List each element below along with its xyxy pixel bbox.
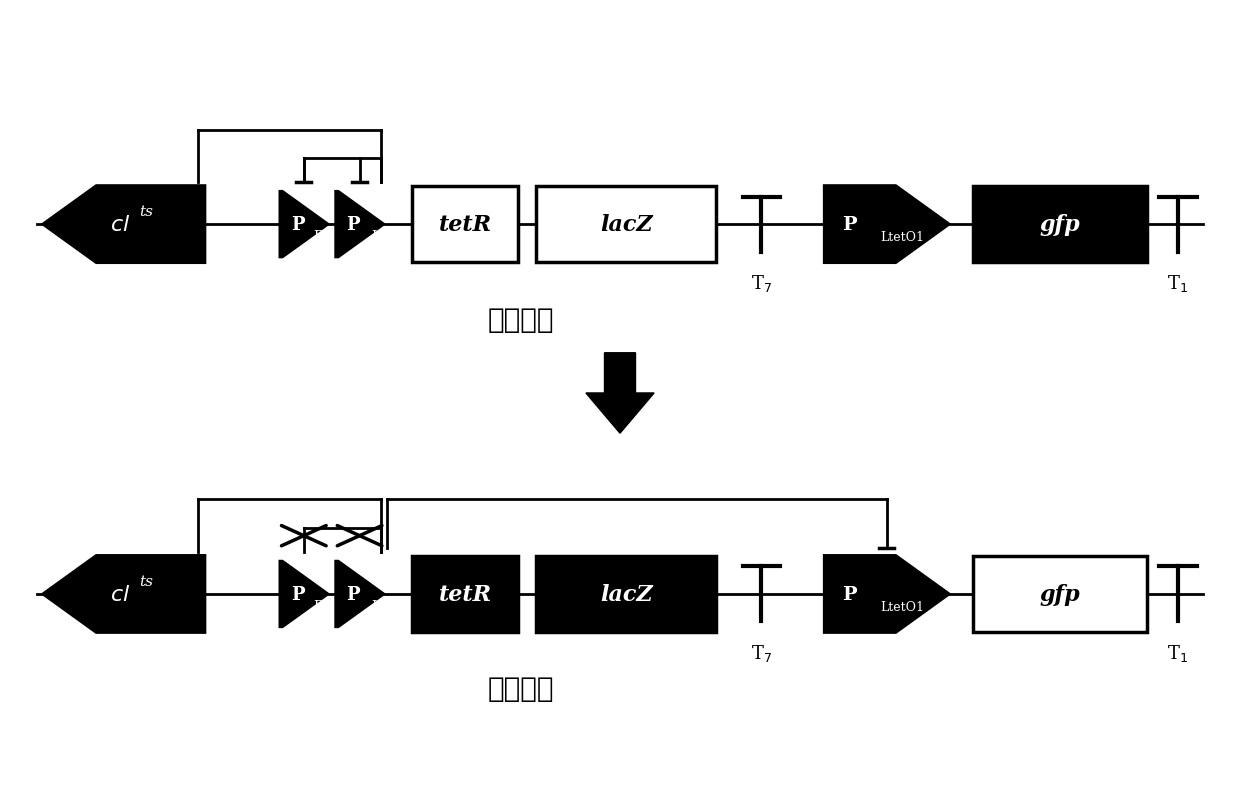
Polygon shape <box>825 186 949 263</box>
Polygon shape <box>280 562 327 626</box>
Text: tetR: tetR <box>439 214 491 236</box>
Polygon shape <box>43 556 205 633</box>
Text: 低温条件: 低温条件 <box>487 305 554 333</box>
Polygon shape <box>585 353 655 434</box>
Text: gfp: gfp <box>1040 214 1080 236</box>
Bar <box>412 186 518 263</box>
Text: $cl$: $cl$ <box>110 583 130 605</box>
Text: T$_1$: T$_1$ <box>1168 642 1188 662</box>
Polygon shape <box>336 193 383 257</box>
Text: R: R <box>314 230 324 244</box>
Bar <box>412 556 518 633</box>
Text: 高温条件: 高温条件 <box>487 675 554 703</box>
Text: lacZ: lacZ <box>600 214 652 236</box>
Text: ts: ts <box>139 574 153 589</box>
Text: P: P <box>291 216 304 234</box>
Bar <box>536 556 715 633</box>
Bar <box>973 556 1147 633</box>
Text: LtetO1: LtetO1 <box>880 600 924 613</box>
Text: $cl$: $cl$ <box>110 214 130 236</box>
Text: P: P <box>842 585 857 603</box>
Text: P: P <box>291 585 304 603</box>
Polygon shape <box>280 193 327 257</box>
Text: P: P <box>347 216 360 234</box>
Text: R: R <box>314 599 324 613</box>
Text: T$_7$: T$_7$ <box>751 642 771 662</box>
Polygon shape <box>825 556 949 633</box>
Text: gfp: gfp <box>1040 583 1080 605</box>
Text: P: P <box>347 585 360 603</box>
Text: P: P <box>842 216 857 234</box>
Text: tetR: tetR <box>439 583 491 605</box>
Text: LtetO1: LtetO1 <box>880 230 924 243</box>
Polygon shape <box>43 186 205 263</box>
Text: L: L <box>371 599 381 613</box>
Polygon shape <box>336 562 383 626</box>
Text: T$_7$: T$_7$ <box>751 272 771 293</box>
Bar <box>536 186 715 263</box>
Text: lacZ: lacZ <box>600 583 652 605</box>
Text: L: L <box>371 230 381 244</box>
Bar <box>973 186 1147 263</box>
Text: ts: ts <box>139 205 153 219</box>
Text: T$_1$: T$_1$ <box>1168 272 1188 293</box>
